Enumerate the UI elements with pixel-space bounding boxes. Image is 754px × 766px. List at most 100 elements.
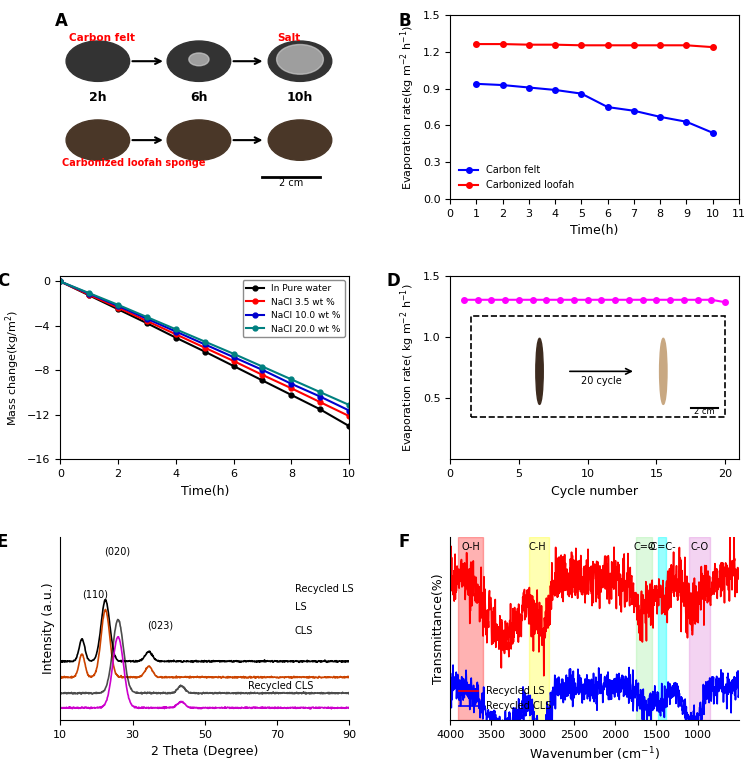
In Pure water	[84, 291, 93, 300]
Circle shape	[66, 41, 130, 81]
Recycled LS	[562, 578, 572, 588]
X-axis label: 2 Theta (Degree): 2 Theta (Degree)	[151, 745, 259, 758]
Carbonized loofah	[524, 40, 533, 49]
NaCl 20.0 wt %	[229, 349, 238, 358]
NaCl 20.0 wt %	[258, 362, 267, 372]
NaCl 10.0 wt %	[56, 277, 65, 286]
Recycled LS	[725, 525, 734, 535]
Y-axis label: Evaporation rate( kg m$^{-2}$ h$^{-1}$): Evaporation rate( kg m$^{-2}$ h$^{-1}$)	[399, 283, 417, 452]
Carbonized loofah	[603, 41, 612, 50]
NaCl 3.5 wt %	[287, 384, 296, 393]
X-axis label: Time(h): Time(h)	[570, 224, 619, 237]
Recycled CLS	[671, 699, 680, 708]
NaCl 20.0 wt %	[56, 277, 65, 286]
NaCl 3.5 wt %	[200, 343, 209, 352]
Recycled CLS	[476, 702, 485, 712]
Carbon felt	[550, 85, 559, 94]
Circle shape	[277, 44, 323, 74]
In Pure water	[287, 391, 296, 400]
Circle shape	[536, 339, 543, 404]
NaCl 10.0 wt %	[287, 379, 296, 388]
Text: (110): (110)	[82, 590, 108, 600]
Circle shape	[268, 41, 332, 81]
NaCl 3.5 wt %	[171, 329, 180, 339]
Recycled CLS	[563, 673, 572, 683]
Recycled CLS	[573, 665, 582, 674]
Text: C=O: C=O	[633, 542, 656, 552]
Line: In Pure water: In Pure water	[58, 279, 351, 428]
Y-axis label: Evaporation rate(kg m$^{-2}$ h$^{-1}$): Evaporation rate(kg m$^{-2}$ h$^{-1}$)	[399, 25, 417, 190]
Line: NaCl 20.0 wt %: NaCl 20.0 wt %	[58, 279, 351, 408]
In Pure water	[200, 347, 209, 356]
In Pure water	[143, 319, 152, 328]
In Pure water	[229, 362, 238, 371]
Text: 2 cm: 2 cm	[279, 178, 303, 188]
Recycled CLS	[449, 660, 458, 669]
Text: Carbonized loofah sponge: Carbonized loofah sponge	[62, 158, 205, 168]
NaCl 10.0 wt %	[114, 301, 123, 310]
Text: C-H: C-H	[529, 542, 547, 552]
Carbon felt	[708, 128, 717, 137]
Legend: In Pure water, NaCl 3.5 wt %, NaCl 10.0 wt %, NaCl 20.0 wt %: In Pure water, NaCl 3.5 wt %, NaCl 10.0 …	[243, 280, 345, 337]
NaCl 10.0 wt %	[258, 365, 267, 375]
NaCl 20.0 wt %	[84, 289, 93, 298]
X-axis label: Cycle number: Cycle number	[551, 485, 638, 498]
NaCl 10.0 wt %	[229, 352, 238, 362]
NaCl 10.0 wt %	[171, 327, 180, 336]
NaCl 3.5 wt %	[345, 411, 354, 421]
Line: Recycled LS: Recycled LS	[450, 530, 739, 676]
Text: D: D	[387, 272, 400, 290]
Text: 6h: 6h	[190, 90, 207, 103]
NaCl 10.0 wt %	[200, 340, 209, 349]
Text: A: A	[54, 11, 67, 30]
NaCl 3.5 wt %	[316, 398, 325, 407]
Text: C-O: C-O	[690, 542, 708, 552]
NaCl 20.0 wt %	[143, 313, 152, 322]
Text: (023): (023)	[147, 620, 173, 630]
NaCl 3.5 wt %	[143, 316, 152, 326]
Circle shape	[167, 120, 231, 160]
Recycled LS	[475, 617, 484, 627]
Carbon felt	[472, 79, 481, 88]
Text: B: B	[398, 11, 411, 30]
Text: Recycled CLS: Recycled CLS	[248, 682, 314, 692]
NaCl 10.0 wt %	[143, 314, 152, 323]
X-axis label: Wavenumber (cm$^{-1}$): Wavenumber (cm$^{-1}$)	[529, 745, 660, 763]
Recycled LS	[676, 555, 685, 565]
Circle shape	[660, 339, 667, 404]
Recycled LS	[539, 671, 548, 680]
Text: 20 cycle: 20 cycle	[581, 375, 622, 385]
Carbonized loofah	[472, 40, 481, 49]
Circle shape	[188, 53, 209, 66]
Carbonized loofah	[550, 40, 559, 49]
NaCl 10.0 wt %	[345, 406, 354, 415]
Line: Recycled CLS: Recycled CLS	[450, 665, 739, 750]
NaCl 20.0 wt %	[200, 337, 209, 346]
NaCl 3.5 wt %	[229, 356, 238, 365]
NaCl 20.0 wt %	[316, 388, 325, 397]
Text: (020): (020)	[103, 547, 130, 557]
NaCl 3.5 wt %	[114, 303, 123, 313]
Carbon felt	[630, 106, 639, 116]
In Pure water	[114, 305, 123, 314]
Bar	[470, 316, 725, 417]
Text: 10h: 10h	[287, 90, 313, 103]
Recycled CLS	[446, 685, 455, 694]
Recycled CLS	[676, 692, 685, 702]
Text: Salt: Salt	[277, 33, 300, 43]
In Pure water	[345, 421, 354, 430]
Recycled LS	[734, 572, 743, 581]
NaCl 10.0 wt %	[316, 392, 325, 401]
Carbon felt	[498, 80, 507, 90]
Recycled CLS	[734, 689, 743, 699]
NaCl 3.5 wt %	[258, 370, 267, 379]
In Pure water	[258, 376, 267, 385]
Text: 2 cm: 2 cm	[694, 408, 715, 416]
NaCl 20.0 wt %	[287, 375, 296, 384]
In Pure water	[56, 277, 65, 286]
Carbonized loofah	[498, 40, 507, 49]
Bar	[658, 536, 667, 720]
Text: -C=C-: -C=C-	[648, 542, 676, 552]
Bar	[529, 536, 549, 720]
Text: F: F	[398, 533, 409, 551]
